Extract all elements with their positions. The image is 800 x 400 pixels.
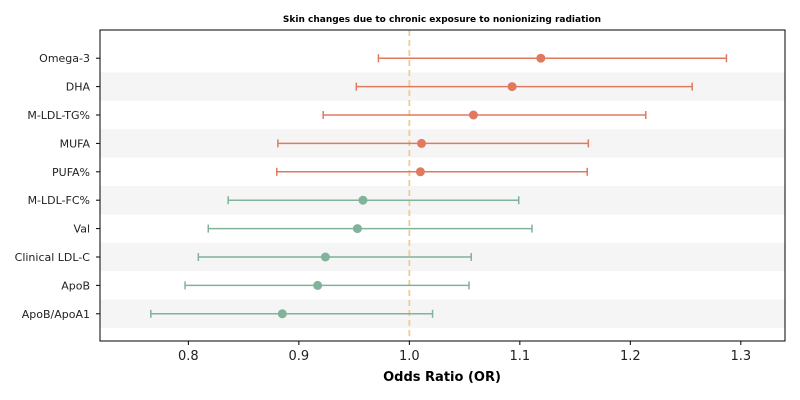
y-tick-label: M-LDL-TG%: [27, 109, 90, 122]
y-axis: Omega-3 DHA M-LDL-TG% MUFA PUFA% M-LDL-FC% Val…: [15, 52, 100, 321]
y-tick-label: Val: [74, 223, 90, 236]
y-tick-label: Clinical LDL-C: [15, 251, 91, 264]
point-estimate: [358, 195, 368, 205]
y-tick-label: ApoB: [61, 279, 90, 292]
x-tick-label: 0.9: [289, 349, 310, 364]
y-tick-label: M-LDL-FC%: [28, 194, 90, 207]
y-tick-label: MUFA: [60, 137, 91, 150]
x-axis: 0.8 0.9 1.0 1.1 1.2 1.3: [178, 341, 751, 364]
point-estimate: [277, 309, 287, 319]
y-tick-label: PUFA%: [52, 166, 90, 179]
y-tick-label: DHA: [66, 81, 91, 94]
point-estimate: [352, 224, 362, 234]
point-estimate: [507, 82, 517, 92]
y-tick-label: ApoB/ApoA1: [22, 308, 90, 321]
x-tick-label: 1.1: [509, 349, 530, 364]
x-axis-label: Odds Ratio (OR): [383, 370, 501, 385]
x-tick-label: 1.2: [620, 349, 641, 364]
data-marks: [150, 53, 728, 319]
y-tick-label: Omega-3: [39, 52, 90, 65]
x-tick-label: 1.0: [399, 349, 420, 364]
point-estimate: [468, 110, 478, 120]
x-tick-label: 0.8: [178, 349, 199, 364]
point-estimate: [415, 167, 425, 177]
chart-title: Skin changes due to chronic exposure to …: [283, 15, 601, 25]
point-estimate: [417, 138, 427, 148]
point-estimate: [536, 53, 546, 63]
point-estimate: [313, 280, 323, 290]
x-tick-label: 1.3: [730, 349, 751, 364]
plot-frame: [99, 29, 786, 342]
point-estimate: [320, 252, 330, 262]
